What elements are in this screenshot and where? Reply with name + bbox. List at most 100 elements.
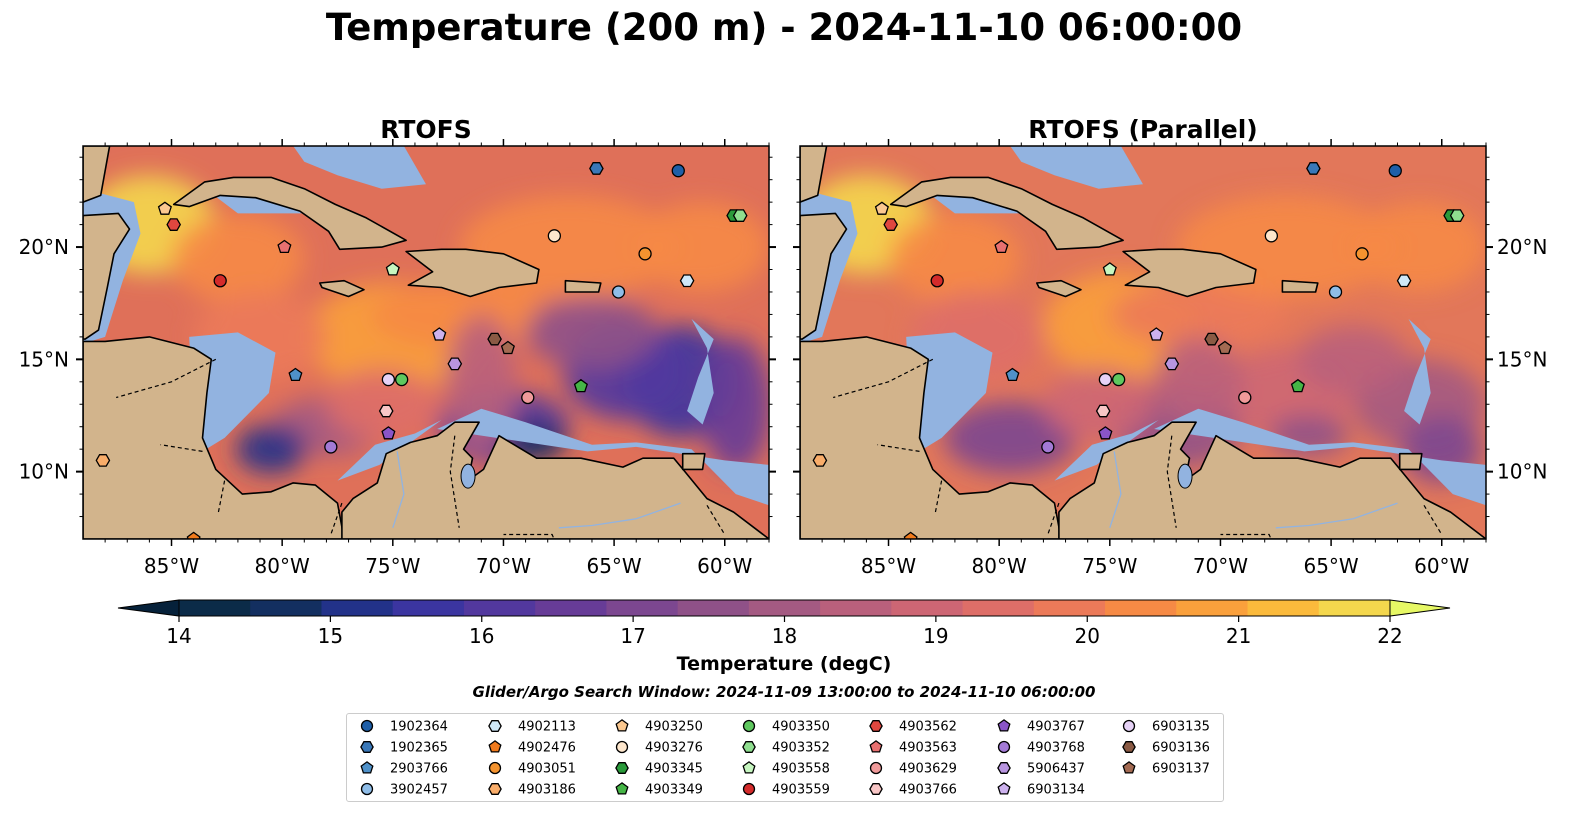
float-marker-4903186: [95, 454, 111, 467]
country-border: [934, 480, 943, 515]
float-marker-4903563: [277, 239, 292, 254]
lon-tick-label: 85°W: [861, 554, 916, 578]
float-marker-4903250: [157, 201, 172, 215]
colorbar-tick-label: 22: [1377, 624, 1402, 648]
colorbar-tick-label: 14: [166, 624, 191, 648]
shelf-antilles: [687, 318, 714, 425]
float-marker-4903352: [732, 209, 748, 222]
float-marker-6903134: [1149, 327, 1164, 341]
float-marker-5906437: [1164, 357, 1180, 371]
colorbar-swatch: [1176, 600, 1249, 616]
search-window-text: Glider/Argo Search Window: 2024-11-09 13…: [472, 683, 1096, 701]
legend-item-1902364: 1902364: [360, 719, 448, 735]
temperature-patch: [525, 296, 659, 369]
shelf-columbia: [337, 420, 442, 481]
float-marker-2903766: [1005, 367, 1020, 382]
legend-marker-1902364: [360, 719, 374, 733]
float-marker-4903562: [166, 218, 182, 231]
float-marker-4903349: [573, 378, 588, 393]
land-trinidad: [681, 452, 706, 471]
float-marker-4903768: [324, 440, 338, 454]
float-marker-4903766: [1095, 404, 1111, 418]
legend-label: 4903250: [645, 720, 703, 735]
country-border: [116, 358, 217, 399]
lon-tick-label: 70°W: [476, 554, 531, 578]
float-marker-4903766: [378, 404, 394, 418]
colorbar-swatch: [1033, 600, 1106, 616]
legend-item-6903136: 6903136: [1122, 741, 1210, 756]
country-border: [330, 502, 343, 535]
temperature-patch: [888, 213, 1022, 304]
country-border: [449, 435, 460, 528]
map-layers: [83, 146, 769, 539]
shelf-columbia: [1054, 420, 1159, 481]
legend-marker-4902113: [488, 720, 502, 732]
legend-label: 2903766: [390, 762, 448, 777]
legend-item-4903349: 4903349: [615, 782, 703, 798]
legend-item-4902476: 4902476: [488, 740, 576, 756]
float-marker-2903766: [288, 367, 303, 382]
panel-title: RTOFS (Parallel): [1028, 115, 1257, 144]
colorbar-swatch: [748, 600, 821, 616]
legend-marker-6903135: [1122, 719, 1136, 733]
country-border: [877, 444, 920, 452]
legend-marker-4903768: [997, 740, 1011, 754]
legend-item-4903186: 4903186: [488, 783, 576, 798]
shelf-bahamas: [1010, 146, 1143, 189]
temperature-patch: [235, 424, 307, 474]
colorbar-tick-label: 17: [620, 624, 645, 648]
legend-item-4903766: 4903766: [869, 783, 957, 798]
float-marker-4903768: [1041, 440, 1055, 454]
colorbar-swatch: [1247, 600, 1320, 616]
legend-marker-4903767: [997, 719, 1011, 732]
land-northland: [83, 146, 111, 203]
float-marker-6903134: [432, 327, 447, 341]
float-marker-4903558: [1102, 262, 1117, 276]
float-marker-4903051: [638, 247, 652, 261]
float-marker-4902476: [186, 531, 201, 539]
legend-label: 4903767: [1027, 720, 1085, 735]
legend-label: 1902364: [390, 720, 448, 735]
legend-label: 4902476: [518, 741, 576, 756]
land-centralAm: [83, 336, 345, 539]
legend-item-4903768: 4903768: [997, 740, 1085, 756]
country-border: [1220, 533, 1272, 539]
float-marker-6903135: [1098, 372, 1113, 387]
shelf-antilles: [1404, 318, 1431, 425]
country-border: [1423, 504, 1443, 535]
float-marker-6903135: [381, 372, 396, 387]
lake-maracaibo: [460, 463, 476, 489]
land-puertorico: [1281, 279, 1319, 293]
shelf-cubaShelf: [928, 193, 1022, 214]
colorbar-swatch: [392, 600, 465, 616]
legend-label: 6903134: [1027, 783, 1085, 798]
country-border: [706, 504, 726, 535]
map-layers: [800, 146, 1486, 539]
colorbar-swatch: [321, 600, 394, 616]
lon-tick-label: 80°W: [255, 554, 310, 578]
country-border: [217, 480, 226, 515]
land-cuba: [889, 176, 1124, 251]
legend-label: 4903559: [772, 783, 830, 798]
legend-marker-6903134: [997, 782, 1011, 795]
lon-tick-label: 65°W: [586, 554, 641, 578]
map-panel-rtofs: RTOFS 85°W 80°W 75°W 70°W 65°W 60°W 20°N 15°N 10°…: [19, 115, 776, 578]
lake-maracaibo: [1177, 463, 1193, 489]
land-hispaniola: [1122, 248, 1257, 298]
map-frame: [799, 145, 1487, 540]
legend-item-4903352: 4903352: [742, 741, 830, 756]
legend-marker-6903137: [1122, 761, 1136, 774]
float-marker-3902457: [1328, 285, 1343, 299]
legend-label: 4903276: [645, 741, 703, 756]
legend-item-6903134: 6903134: [997, 782, 1085, 798]
colorbar-swatch: [606, 600, 679, 616]
legend-item-4903345: 4903345: [615, 762, 703, 777]
float-marker-4903051: [1355, 247, 1369, 261]
country-border: [1047, 502, 1060, 535]
legend-item-4903051: 4903051: [488, 762, 576, 777]
legend-label: 3902457: [390, 783, 448, 798]
colorbar-extend-high: [1389, 599, 1451, 617]
colorbar: 14 15 16 17 18 19 20 21 22: [117, 599, 1451, 648]
float-legend: 1902364 1902365 2903766 3902457 4902113 49024…: [346, 713, 1224, 802]
colorbar-swatch: [677, 600, 750, 616]
